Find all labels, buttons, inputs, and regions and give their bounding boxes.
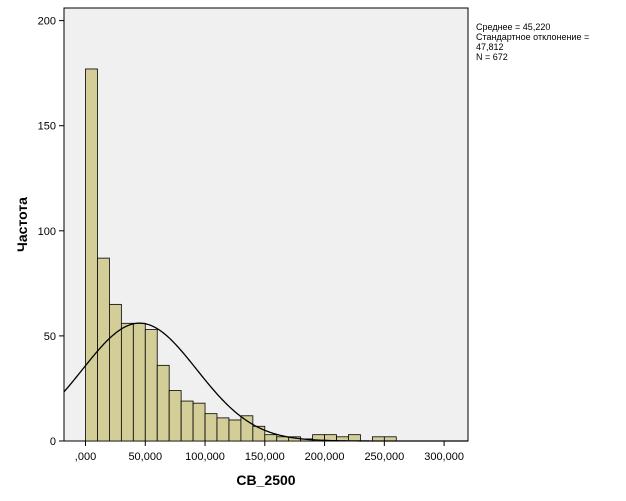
- histogram-bar: [168, 390, 182, 442]
- histogram-bar: [109, 303, 122, 442]
- axes: [59, 20, 445, 446]
- y-tick-label: 50: [44, 331, 56, 343]
- x-tick-label: 300,000: [424, 451, 464, 463]
- histogram-bar: [240, 415, 254, 442]
- histogram-bar: [192, 402, 206, 442]
- histogram-bars: [85, 68, 397, 442]
- sd-stat-label: Стандартное отклонение =: [476, 32, 590, 42]
- histogram-bar: [276, 436, 290, 442]
- y-tick-label: 200: [38, 16, 56, 28]
- histogram-bar: [180, 400, 194, 442]
- x-tick-label: 200,000: [305, 451, 345, 463]
- histogram-bar: [348, 434, 361, 442]
- y-tick-label: 100: [38, 226, 56, 238]
- x-tick-label: 50,000: [128, 451, 162, 463]
- histogram-bar: [264, 434, 278, 442]
- histogram-bar: [144, 329, 158, 442]
- x-tick-label: 100,000: [185, 451, 225, 463]
- sd-stat-value: 47,812: [476, 42, 504, 52]
- normal-curve: [63, 322, 468, 442]
- histogram-bar: [216, 417, 230, 442]
- histogram-bar: [156, 364, 170, 442]
- y-tick-label: 150: [38, 121, 56, 133]
- x-axis-title: СВ_2500: [236, 472, 295, 488]
- histogram-bar: [204, 413, 218, 442]
- histogram-bar: [85, 68, 98, 442]
- statistics-legend: Среднее = 45,220 Стандартное отклонение …: [476, 22, 589, 62]
- histogram-bar: [252, 425, 266, 442]
- x-tick-label: 250,000: [364, 451, 404, 463]
- y-tick-label: 0: [50, 436, 56, 448]
- n-stat: N = 672: [476, 52, 508, 62]
- histogram-bar: [132, 322, 146, 442]
- histogram-bar: [120, 322, 134, 442]
- y-axis-title: Частота: [14, 197, 30, 252]
- x-tick-label: ,000: [75, 451, 96, 463]
- mean-stat: Среднее = 45,220: [476, 22, 551, 32]
- histogram-bar: [228, 419, 242, 442]
- x-tick-label: 150,000: [245, 451, 285, 463]
